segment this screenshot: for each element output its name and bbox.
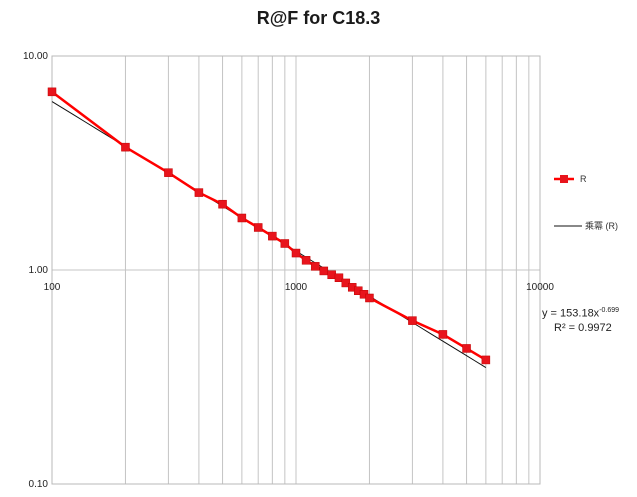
data-point-r [319,266,329,276]
data-point-r [268,231,277,241]
data-point-r [311,262,320,271]
series-line-r [51,90,487,362]
x-tick-label: 1000 [285,282,308,293]
equation-text: y = 153.18x [542,307,600,320]
data-point-r [365,293,374,303]
data-point-r [253,223,263,232]
series-markers-r [47,87,491,365]
data-point-r [218,199,227,209]
legend: R 乘冪 (R) [554,174,618,231]
equation-exponent: -0.699 [599,307,620,314]
data-point-r [164,168,173,177]
y-tick-label: 1.00 [29,265,49,276]
data-point-r [438,330,448,339]
y-tick-label: 10.00 [23,51,48,62]
data-point-r [237,213,247,223]
data-point-r [462,344,471,353]
data-point-r [47,87,57,97]
data-point-r [301,256,311,265]
data-point-r [481,355,491,365]
data-point-r [194,188,204,197]
plot-area [51,55,541,485]
x-axis-ticks: 100 1000 10000 [44,282,555,293]
x-tick-label: 10000 [526,282,554,293]
data-point-r [334,273,344,282]
data-point-r [121,142,130,152]
legend-label-r: R [580,174,587,184]
x-tick-label: 100 [44,282,61,293]
trendline-equation: y = 153.18x-0.699 R² = 0.9972 [542,304,619,335]
y-axis-ticks: 10.00 1.00 0.10 [23,51,48,490]
data-point-r [341,278,351,288]
y-tick-label: 0.10 [29,479,49,490]
r-squared: R² = 0.9972 [554,321,612,334]
data-point-r [327,270,336,280]
chart-title: R@F for C18.3 [256,8,381,28]
data-point-r [280,239,290,248]
data-point-r [408,316,417,325]
grid-lines [51,55,541,485]
legend-label-trend: 乘冪 (R) [585,220,618,231]
legend-marker-r [560,175,568,183]
data-point-r [291,248,301,258]
